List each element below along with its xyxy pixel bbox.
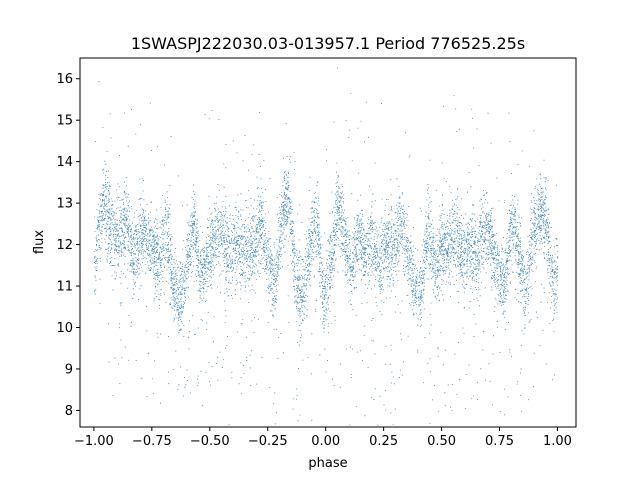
x-tick-label: 0.50 [427,434,456,449]
x-axis: −1.00 −0.75 −0.50 −0.25 0.00 0.25 0.50 0.75 1.00 [74,427,572,449]
x-tick-label: −1.00 [74,434,114,449]
y-tick-label: 15 [56,114,73,129]
y-tick-label: 16 [56,72,73,87]
x-tick-label: 0.25 [369,434,398,449]
y-tick-label: 8 [65,404,73,419]
y-axis: 8 9 10 11 12 13 14 15 16 [56,72,80,419]
x-tick-label: 1.00 [543,434,572,449]
plot-frame [79,57,577,428]
y-axis-label: flux [32,230,47,254]
y-tick-label: 14 [56,155,73,170]
x-tick-label: −0.75 [132,434,172,449]
x-tick-label: −0.25 [248,434,288,449]
y-tick-label: 11 [56,280,73,295]
x-tick-label: −0.50 [190,434,230,449]
x-tick-label: 0.75 [485,434,514,449]
y-tick-label: 13 [56,197,73,212]
chart-title: 1SWASPJ222030.03-013957.1 Period 776525.… [131,34,525,53]
y-tick-label: 12 [56,238,73,253]
x-tick-label: 0.00 [311,434,340,449]
y-tick-label: 9 [65,362,73,377]
x-axis-label: phase [308,456,347,471]
y-tick-label: 10 [56,321,73,336]
